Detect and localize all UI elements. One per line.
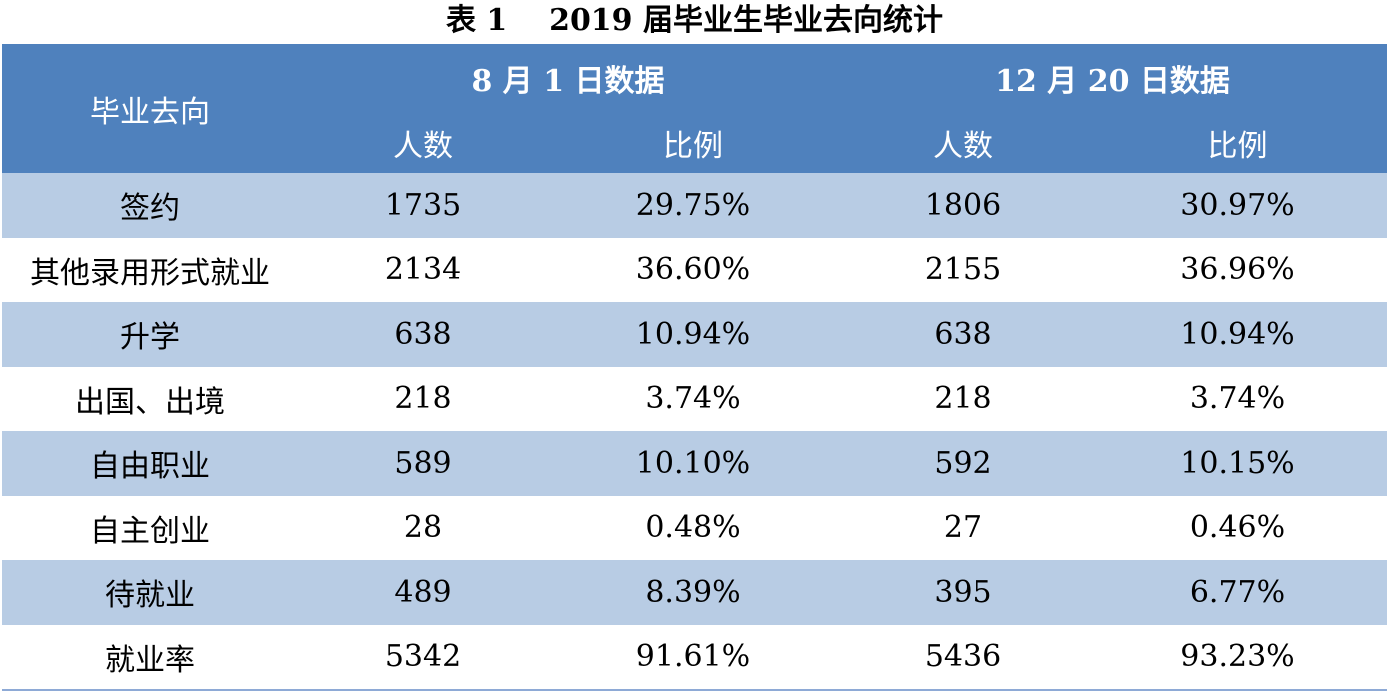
count-aug1: 638 xyxy=(298,302,548,367)
ratio-dec20: 3.74% xyxy=(1088,366,1387,431)
table-row: 出国、出境 218 3.74% 218 3.74% xyxy=(2,366,1387,431)
table-caption: 表 1 2019 届毕业生毕业去向统计 xyxy=(445,3,944,38)
header-row-columns: 人数 比例 人数 比例 xyxy=(2,112,1387,173)
count-dec20: 27 xyxy=(838,495,1088,560)
row-label: 就业率 xyxy=(2,624,298,690)
header-count-aug1: 人数 xyxy=(298,112,548,173)
count-dec20: 5436 xyxy=(838,624,1088,690)
count-dec20: 2155 xyxy=(838,237,1088,302)
table-header: 毕业去向 8 月 1 日数据 12 月 20 日数据 人数 比例 人数 比例 xyxy=(2,44,1387,173)
header-row-groups: 毕业去向 8 月 1 日数据 12 月 20 日数据 xyxy=(2,44,1387,173)
count-aug1: 589 xyxy=(298,431,548,496)
row-label: 升学 xyxy=(2,302,298,367)
ratio-dec20: 36.96% xyxy=(1088,237,1387,302)
count-aug1: 489 xyxy=(298,560,548,625)
ratio-aug1: 10.10% xyxy=(548,431,838,496)
header-count-dec20: 人数 xyxy=(838,112,1088,173)
row-label: 出国、出境 xyxy=(2,366,298,431)
table-body: 签约 1735 29.75% 1806 30.97% 其他录用形式就业 2134… xyxy=(2,173,1387,690)
row-label: 自主创业 xyxy=(2,495,298,560)
table-row: 升学 638 10.94% 638 10.94% xyxy=(2,302,1387,367)
header-ratio-aug1: 比例 xyxy=(548,112,838,173)
ratio-aug1: 10.94% xyxy=(548,302,838,367)
ratio-dec20: 0.46% xyxy=(1088,495,1387,560)
ratio-dec20: 10.94% xyxy=(1088,302,1387,367)
row-label: 待就业 xyxy=(2,560,298,625)
row-label: 其他录用形式就业 xyxy=(2,237,298,302)
ratio-dec20: 6.77% xyxy=(1088,560,1387,625)
ratio-aug1: 36.60% xyxy=(548,237,838,302)
table-row: 自主创业 28 0.48% 27 0.46% xyxy=(2,495,1387,560)
ratio-aug1: 3.74% xyxy=(548,366,838,431)
table-row: 就业率 5342 91.61% 5436 93.23% xyxy=(2,624,1387,690)
count-dec20: 592 xyxy=(838,431,1088,496)
table-row: 其他录用形式就业 2134 36.60% 2155 36.96% xyxy=(2,237,1387,302)
ratio-aug1: 0.48% xyxy=(548,495,838,560)
table-row: 待就业 489 8.39% 395 6.77% xyxy=(2,560,1387,625)
ratio-aug1: 91.61% xyxy=(548,624,838,690)
count-dec20: 638 xyxy=(838,302,1088,367)
count-dec20: 1806 xyxy=(838,173,1088,238)
header-group-aug1: 8 月 1 日数据 xyxy=(298,44,838,112)
count-aug1: 1735 xyxy=(298,173,548,238)
ratio-dec20: 10.15% xyxy=(1088,431,1387,496)
count-dec20: 218 xyxy=(838,366,1088,431)
count-aug1: 5342 xyxy=(298,624,548,690)
row-label: 自由职业 xyxy=(2,431,298,496)
table-row: 签约 1735 29.75% 1806 30.97% xyxy=(2,173,1387,238)
count-dec20: 395 xyxy=(838,560,1088,625)
graduate-destination-table: 毕业去向 8 月 1 日数据 12 月 20 日数据 人数 比例 人数 比例 签… xyxy=(2,44,1387,691)
ratio-aug1: 29.75% xyxy=(548,173,838,238)
header-direction: 毕业去向 xyxy=(2,44,298,173)
table-row: 自由职业 589 10.10% 592 10.15% xyxy=(2,431,1387,496)
header-ratio-dec20: 比例 xyxy=(1088,112,1387,173)
ratio-aug1: 8.39% xyxy=(548,560,838,625)
count-aug1: 28 xyxy=(298,495,548,560)
count-aug1: 218 xyxy=(298,366,548,431)
count-aug1: 2134 xyxy=(298,237,548,302)
row-label: 签约 xyxy=(2,173,298,238)
header-group-dec20: 12 月 20 日数据 xyxy=(838,44,1387,112)
ratio-dec20: 30.97% xyxy=(1088,173,1387,238)
ratio-dec20: 93.23% xyxy=(1088,624,1387,690)
